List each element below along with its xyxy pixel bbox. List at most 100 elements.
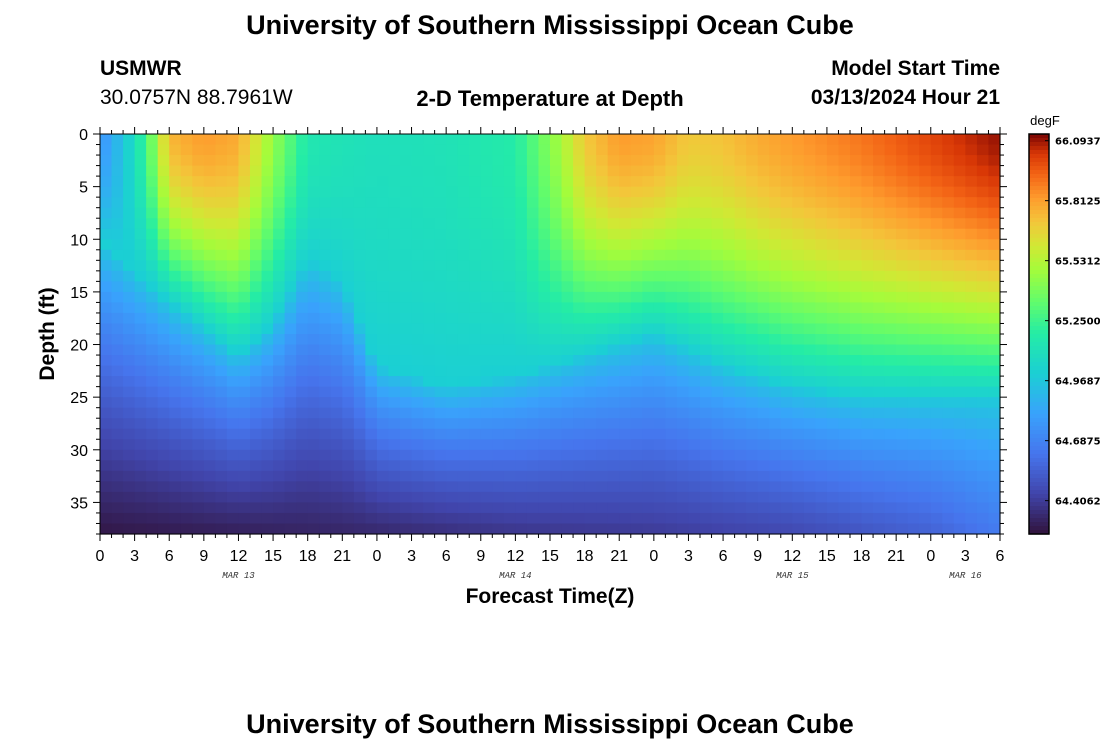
heatmap-cell bbox=[584, 302, 597, 314]
heatmap-cell bbox=[423, 397, 436, 409]
heatmap-cell bbox=[100, 270, 113, 282]
heatmap-cell bbox=[653, 470, 666, 482]
heatmap-cell bbox=[146, 165, 159, 177]
heatmap-cell bbox=[180, 228, 193, 240]
heatmap-cell bbox=[953, 134, 966, 146]
heatmap-cell bbox=[976, 228, 990, 240]
heatmap-cell bbox=[238, 218, 251, 230]
heatmap-cell bbox=[180, 460, 193, 472]
heatmap-cell bbox=[688, 291, 701, 304]
heatmap-cell bbox=[480, 249, 493, 261]
heatmap-cell bbox=[492, 418, 505, 430]
heatmap-cell bbox=[226, 344, 240, 356]
heatmap-cell bbox=[238, 176, 251, 188]
heatmap-cell bbox=[826, 481, 840, 493]
heatmap-cell bbox=[307, 134, 320, 146]
heatmap-cell bbox=[550, 270, 563, 282]
heatmap-cell bbox=[746, 397, 759, 409]
heatmap-cell bbox=[838, 418, 851, 430]
colorbar: degF66.0937565.812565.5312565.2500064.96… bbox=[1028, 113, 1100, 535]
heatmap-cell bbox=[873, 312, 886, 325]
heatmap-cell bbox=[365, 523, 378, 535]
heatmap-cell bbox=[296, 470, 309, 482]
heatmap-cell bbox=[919, 144, 932, 156]
heatmap-cell bbox=[573, 449, 586, 461]
heatmap-cell bbox=[111, 344, 124, 356]
heatmap-cell bbox=[238, 302, 251, 314]
heatmap-cell bbox=[492, 523, 505, 535]
heatmap-cell bbox=[607, 260, 620, 272]
heatmap-cell bbox=[642, 197, 655, 209]
heatmap-cell bbox=[250, 134, 263, 146]
heatmap-cell bbox=[480, 197, 493, 209]
heatmap-cell bbox=[157, 512, 170, 525]
heatmap-cell bbox=[342, 155, 355, 167]
heatmap-cell bbox=[146, 481, 159, 493]
heatmap-cell bbox=[238, 512, 251, 525]
heatmap-cell bbox=[457, 302, 470, 314]
heatmap-cell bbox=[803, 355, 816, 367]
heatmap-cell bbox=[630, 428, 643, 440]
heatmap-cell bbox=[953, 355, 966, 367]
heatmap-cell bbox=[942, 397, 955, 409]
heatmap-cell bbox=[261, 323, 274, 335]
heatmap-cell bbox=[584, 334, 597, 346]
heatmap-cell bbox=[215, 186, 228, 198]
heatmap-cell bbox=[180, 502, 193, 514]
heatmap-cell bbox=[480, 376, 493, 388]
heatmap-cell bbox=[203, 470, 216, 482]
heatmap-cell bbox=[573, 407, 586, 419]
heatmap-cell bbox=[376, 376, 390, 388]
heatmap-cell bbox=[319, 491, 332, 504]
heatmap-cell bbox=[907, 460, 920, 472]
heatmap-cell bbox=[861, 344, 874, 356]
heatmap-cell bbox=[100, 491, 113, 504]
heatmap-cell bbox=[238, 249, 251, 261]
heatmap-cell bbox=[515, 270, 528, 282]
heatmap-cell bbox=[273, 249, 286, 261]
heatmap-cell bbox=[688, 512, 701, 525]
heatmap-cell bbox=[134, 312, 147, 325]
colorbar-tick-label: 64.68750 bbox=[1055, 437, 1100, 448]
heatmap-cell bbox=[976, 334, 990, 346]
heatmap-cell bbox=[296, 207, 309, 219]
heatmap-cell bbox=[769, 355, 782, 367]
heatmap-cell bbox=[353, 355, 366, 367]
heatmap-cell bbox=[584, 134, 597, 146]
heatmap-cell bbox=[838, 186, 851, 198]
heatmap-cell bbox=[226, 155, 240, 167]
heatmap-cell bbox=[353, 418, 366, 430]
heatmap-cell bbox=[688, 491, 701, 504]
heatmap-cell bbox=[561, 407, 574, 419]
heatmap-cell bbox=[250, 344, 263, 356]
heatmap-cell bbox=[423, 249, 436, 261]
heatmap-cell bbox=[630, 449, 643, 461]
heatmap-cell bbox=[400, 512, 413, 525]
heatmap-cell bbox=[769, 491, 782, 504]
heatmap-cell bbox=[342, 439, 355, 451]
heatmap-cell bbox=[423, 291, 436, 304]
colorbar-segment bbox=[1029, 382, 1049, 387]
heatmap-cell bbox=[561, 460, 574, 472]
heatmap-cell bbox=[930, 207, 943, 219]
x-tick-label: 18 bbox=[576, 548, 594, 565]
heatmap-cell bbox=[757, 334, 770, 346]
heatmap-cell bbox=[503, 407, 516, 419]
heatmap-cell bbox=[676, 260, 690, 272]
heatmap-cell bbox=[100, 249, 113, 261]
heatmap-cell bbox=[976, 491, 990, 504]
heatmap-cell bbox=[492, 186, 505, 198]
heatmap-cell bbox=[942, 239, 955, 251]
heatmap-cell bbox=[146, 355, 159, 367]
heatmap-cell bbox=[215, 207, 228, 219]
heatmap-cell bbox=[584, 355, 597, 367]
heatmap-cell bbox=[896, 376, 909, 388]
heatmap-cell bbox=[803, 155, 816, 167]
heatmap-cell bbox=[353, 376, 366, 388]
heatmap-cell bbox=[550, 228, 563, 240]
heatmap-cell bbox=[850, 502, 863, 514]
heatmap-cell bbox=[953, 344, 966, 356]
heatmap-cell bbox=[896, 407, 909, 419]
heatmap-cell bbox=[480, 176, 493, 188]
heatmap-cell bbox=[457, 260, 470, 272]
